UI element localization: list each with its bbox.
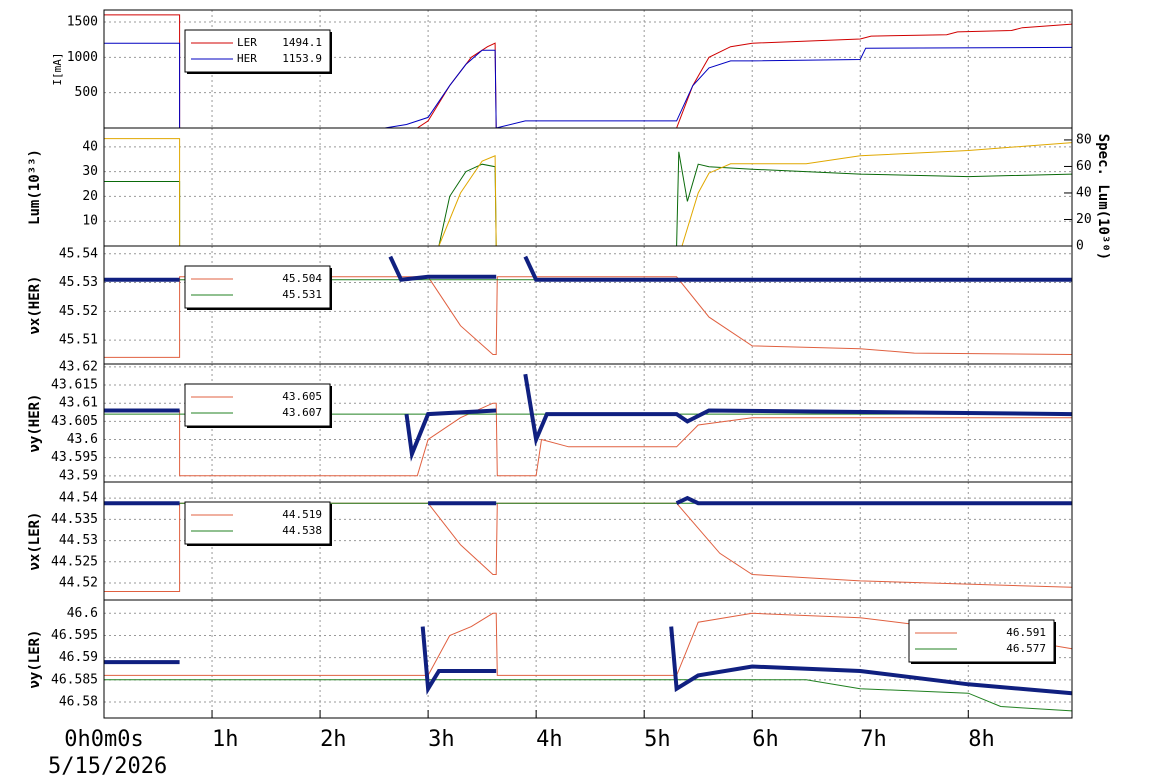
legend-value: 46.591 [1006, 626, 1046, 639]
y-axis-label: νy(HER) [27, 393, 43, 452]
x-tick-label: 4h [536, 727, 563, 752]
series-line [104, 626, 1073, 696]
y-tick-label: 46.585 [51, 672, 98, 687]
x-tick-label: 8h [968, 727, 995, 752]
series-line [104, 495, 1072, 506]
y-tick-label: 45.51 [59, 333, 98, 348]
legend [184, 383, 331, 427]
y-tick-label: 45.54 [59, 246, 98, 261]
y-tick-label: 46.59 [59, 650, 98, 665]
series-line [104, 373, 1073, 462]
y-tick-label: 30 [82, 164, 98, 179]
legend-value: 1494.1 [282, 36, 322, 49]
y-tick-label: 46.6 [67, 606, 98, 621]
legend-value: 44.519 [282, 508, 322, 521]
y-tick-label: 43.59 [59, 468, 98, 483]
y-tick-label: 43.6 [67, 432, 98, 447]
y-axis-label: Lum(10³³) [27, 149, 43, 225]
y-axis-label: νy(LER) [27, 629, 43, 688]
legend-value: 1153.9 [282, 52, 322, 65]
y-tick-label: 44.525 [51, 554, 98, 569]
legend-value: 46.577 [1006, 642, 1046, 655]
y-axis-label: I[mA] [51, 52, 64, 85]
legend [184, 29, 331, 73]
y-tick-label: 44.535 [51, 512, 98, 527]
y-axis-label: νx(LER) [27, 511, 43, 570]
y-tick-label: 43.62 [59, 359, 98, 374]
x-tick-label: 1h [212, 727, 239, 752]
y2-axis-label: Spec. Lum(10³⁰) [1095, 134, 1111, 260]
y-tick-label: 40 [82, 139, 98, 154]
y-tick-label: 46.595 [51, 628, 98, 643]
plot-area [104, 128, 1072, 246]
legend [908, 619, 1055, 663]
legend-value: 45.504 [282, 272, 322, 285]
x-tick-label: 2h [320, 727, 347, 752]
y2-tick-label: 80 [1076, 132, 1092, 147]
y2-tick-label: 0 [1076, 239, 1084, 254]
y-tick-label: 43.615 [51, 378, 98, 393]
x-tick-label: 0h0m0s [64, 727, 143, 752]
y-tick-label: 43.595 [51, 450, 98, 465]
y-tick-label: 44.52 [59, 576, 98, 591]
legend-value: 45.531 [282, 288, 322, 301]
x-tick-label: 5h [644, 727, 671, 752]
legend-name: HER [237, 52, 257, 65]
y-tick-label: 44.54 [59, 491, 98, 506]
y2-tick-label: 60 [1076, 159, 1092, 174]
y-tick-label: 45.52 [59, 304, 98, 319]
legend-value: 43.607 [282, 406, 322, 419]
y-tick-label: 1000 [67, 50, 98, 65]
y-axis-label: νx(HER) [27, 275, 43, 334]
y2-tick-label: 40 [1076, 185, 1092, 200]
legend-value: 43.605 [282, 390, 322, 403]
y-tick-label: 500 [75, 85, 98, 100]
y-tick-label: 10 [82, 214, 98, 229]
y-tick-label: 46.58 [59, 695, 98, 710]
legend-name: LER [237, 36, 257, 49]
legend [184, 501, 331, 545]
series-line [104, 402, 1072, 477]
y-tick-label: 45.53 [59, 275, 98, 290]
x-tick-label: 6h [752, 727, 779, 752]
series-line [104, 612, 1073, 676]
plot-frame [103, 599, 1073, 719]
x-tick-label: 3h [428, 727, 455, 752]
series-line [104, 255, 1072, 282]
y-tick-label: 43.61 [59, 396, 98, 411]
y-tick-label: 20 [82, 189, 98, 204]
y-tick-label: 1500 [67, 15, 98, 30]
legend [184, 265, 331, 309]
y2-tick-label: 20 [1076, 212, 1092, 227]
date-label: 5/15/2026 [48, 754, 167, 779]
series-line [104, 14, 1073, 129]
y-tick-label: 43.605 [51, 414, 98, 429]
series-line [104, 42, 1073, 129]
y-tick-label: 44.53 [59, 533, 98, 548]
x-tick-label: 7h [860, 727, 887, 752]
legend-value: 44.538 [282, 524, 322, 537]
